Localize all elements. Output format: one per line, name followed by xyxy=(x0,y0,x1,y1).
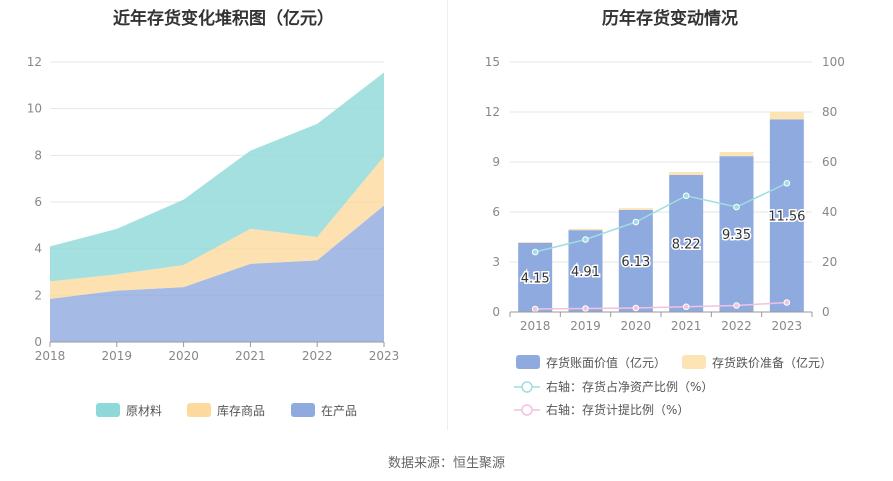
legend-swatch xyxy=(96,403,120,417)
line-point xyxy=(783,179,791,187)
y-tick-label: 12 xyxy=(485,105,500,119)
y-tick-label: 2 xyxy=(34,288,42,302)
y-tick-label: 9 xyxy=(492,155,500,169)
line-point xyxy=(682,303,690,311)
bar-provision xyxy=(568,228,603,231)
legend-label: 右轴：存货占净资产比例（%） xyxy=(546,379,713,394)
x-tick-label: 2023 xyxy=(772,319,803,333)
bar-provision xyxy=(719,152,754,157)
bar-value xyxy=(618,209,653,312)
line-point xyxy=(582,236,589,243)
x-tick-label: 2019 xyxy=(102,349,133,363)
bar-data-label: 11.56 xyxy=(768,210,805,225)
bar-provision xyxy=(769,111,804,120)
line-point xyxy=(531,305,539,313)
x-tick-label: 2020 xyxy=(621,319,652,333)
line-point xyxy=(783,299,791,306)
line-point xyxy=(632,304,640,312)
y-tick-label: 6 xyxy=(34,195,42,209)
line-point xyxy=(733,203,740,211)
y2-tick-label: 100 xyxy=(822,55,845,69)
area-2 xyxy=(50,72,384,282)
legend-label: 存货账面价值（亿元） xyxy=(546,355,666,370)
y2-tick-label: 80 xyxy=(822,105,837,119)
bar-value xyxy=(568,230,603,312)
bar-provision xyxy=(618,208,653,210)
legend-marker xyxy=(521,404,533,416)
bar-data-label: 6.13 xyxy=(621,255,650,270)
x-tick-label: 2022 xyxy=(302,349,333,363)
right-chart-title: 历年存货变动情况 xyxy=(602,9,738,29)
bar-value xyxy=(719,156,754,312)
bar-data-label: 9.35 xyxy=(722,228,751,243)
data-source-note: 数据来源：恒生聚源 xyxy=(387,456,505,471)
line-point xyxy=(682,192,690,200)
bar-data-label: 4.91 xyxy=(571,265,600,280)
y2-tick-label: 0 xyxy=(822,305,830,319)
legend-label: 原材料 xyxy=(126,404,162,418)
y-tick-label: 12 xyxy=(27,55,42,69)
legend-label: 右轴：存货计提比例（%） xyxy=(546,402,689,417)
x-tick-label: 2018 xyxy=(35,349,66,363)
y-tick-label: 15 xyxy=(485,55,500,69)
legend-label: 在产品 xyxy=(321,404,357,418)
x-tick-label: 2021 xyxy=(235,349,266,363)
stacked-bar-line-chart: 0 3 6 9 12 15 0 20 40 60 80 100 4.15 4.91 6.13 8.22 9.35… xyxy=(485,55,845,417)
y-tick-label: 6 xyxy=(492,205,500,219)
legend-marker xyxy=(521,381,533,393)
y-tick-label: 3 xyxy=(492,255,500,269)
bar-value xyxy=(769,119,804,312)
x-tick-label: 2022 xyxy=(721,319,752,333)
line-point xyxy=(531,248,539,256)
x-tick-label: 2023 xyxy=(369,349,400,363)
bar-data-label: 8.22 xyxy=(672,238,701,253)
x-tick-label: 2021 xyxy=(671,319,702,333)
line-point xyxy=(632,218,640,226)
bar-provision xyxy=(669,172,704,175)
bar-data-label: 4.15 xyxy=(521,271,550,286)
legend-swatch xyxy=(682,355,706,369)
area-0 xyxy=(50,205,384,342)
legend-swatch xyxy=(187,403,211,417)
legend-swatch xyxy=(291,403,315,417)
bar-provision xyxy=(518,242,553,243)
y-tick-label: 10 xyxy=(27,102,42,116)
legend-swatch xyxy=(516,355,540,369)
legend-label: 存货跌价准备（亿元） xyxy=(712,355,832,370)
y-tick-label: 8 xyxy=(34,148,42,162)
line-0 xyxy=(534,182,788,253)
y2-tick-label: 40 xyxy=(822,205,837,219)
y-tick-label: 0 xyxy=(34,335,42,349)
y-tick-label: 0 xyxy=(492,305,500,319)
left-chart-title: 近年存货变化堆积图（亿元） xyxy=(113,9,334,29)
y2-tick-label: 20 xyxy=(822,255,837,269)
x-tick-label: 2019 xyxy=(570,319,601,333)
y-tick-label: 4 xyxy=(34,242,42,256)
line-point xyxy=(733,302,740,309)
line-1 xyxy=(535,301,787,310)
x-tick-label: 2020 xyxy=(168,349,199,363)
area-1 xyxy=(50,156,384,299)
panel-divider xyxy=(447,0,448,430)
legend-label: 库存商品 xyxy=(217,403,265,418)
x-tick-label: 2018 xyxy=(520,319,551,333)
y2-tick-label: 60 xyxy=(822,155,837,169)
line-point xyxy=(582,305,589,312)
stacked-area-chart: 0 2 4 6 8 10 12 2018 2019 2020 2021 2022 2023 原材料 库存商品… xyxy=(27,55,400,418)
